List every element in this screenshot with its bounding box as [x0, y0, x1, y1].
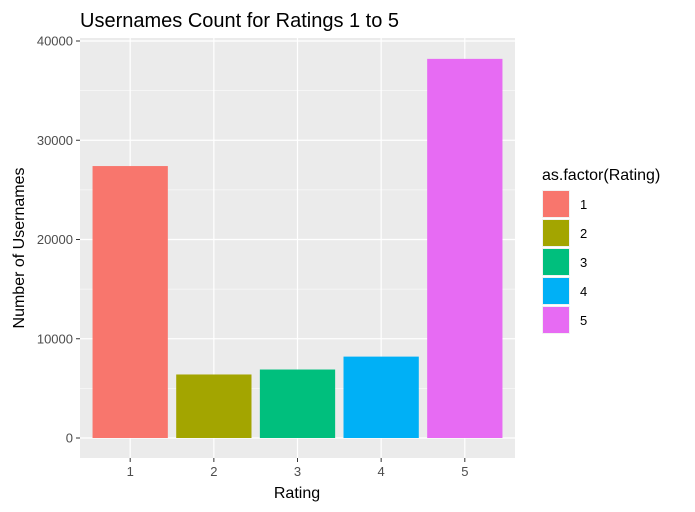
legend-label-5: 5 — [580, 313, 587, 328]
legend-swatch-3 — [543, 249, 569, 275]
y-tick-label: 10000 — [37, 331, 73, 346]
bars — [92, 58, 503, 439]
legend-title: as.factor(Rating) — [542, 167, 660, 184]
legend-label-1: 1 — [580, 197, 587, 212]
y-tick-label: 0 — [66, 431, 73, 446]
y-tick-label: 40000 — [37, 34, 73, 49]
x-tick-label: 5 — [461, 464, 468, 479]
bar-rating-5 — [427, 58, 503, 439]
legend-label-3: 3 — [580, 255, 587, 270]
y-tick-label: 30000 — [37, 133, 73, 148]
bar-rating-2 — [176, 374, 252, 438]
legend-label-4: 4 — [580, 284, 587, 299]
x-tick-label: 3 — [294, 464, 301, 479]
bar-rating-1 — [92, 166, 168, 438]
x-tick-label: 1 — [127, 464, 134, 479]
legend-swatch-4 — [543, 278, 569, 304]
y-axis-title: Number of Usernames — [11, 168, 28, 329]
x-axis-ticks: 1 2 3 4 5 — [127, 458, 468, 479]
bar-rating-4 — [343, 356, 419, 438]
x-axis-title: Rating — [274, 485, 320, 502]
legend-swatch-5 — [543, 307, 569, 333]
legend-label-2: 2 — [580, 226, 587, 241]
y-axis-ticks: 0 10000 20000 30000 40000 — [37, 34, 80, 446]
y-tick-label: 20000 — [37, 232, 73, 247]
legend-swatch-1 — [543, 191, 569, 217]
legend: as.factor(Rating) 1 2 3 4 5 — [542, 167, 660, 334]
legend-swatch-2 — [543, 220, 569, 246]
bar-rating-3 — [259, 369, 336, 438]
x-tick-label: 2 — [210, 464, 217, 479]
x-tick-label: 4 — [378, 464, 385, 479]
chart-title: Usernames Count for Ratings 1 to 5 — [80, 10, 399, 32]
